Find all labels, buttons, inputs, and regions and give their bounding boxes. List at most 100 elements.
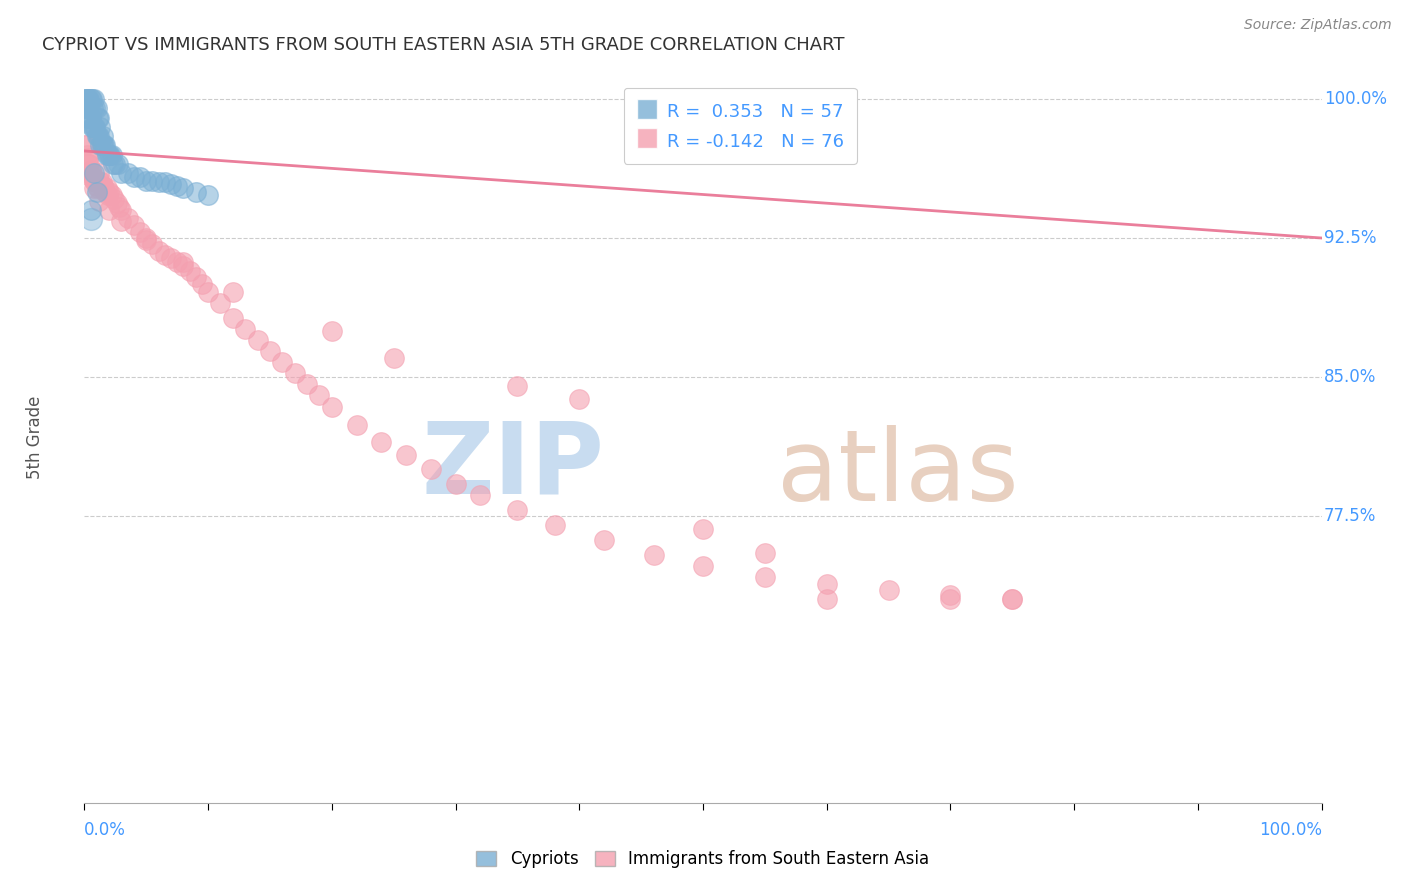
Point xyxy=(83,120,105,134)
Point xyxy=(233,322,256,336)
Point xyxy=(939,592,962,607)
Point xyxy=(93,138,115,153)
Point xyxy=(75,102,97,116)
Point xyxy=(470,488,492,502)
Point xyxy=(73,92,96,106)
Point xyxy=(83,92,105,106)
Point xyxy=(117,211,139,225)
Point xyxy=(444,477,467,491)
Point xyxy=(122,218,145,232)
Point xyxy=(222,285,245,299)
Point xyxy=(197,285,219,299)
Point xyxy=(89,194,111,208)
Text: ZIP: ZIP xyxy=(422,417,605,515)
Point xyxy=(79,162,101,177)
Point xyxy=(91,138,114,153)
Point xyxy=(96,181,118,195)
Point xyxy=(166,255,188,269)
Point xyxy=(84,120,107,134)
Point xyxy=(382,351,405,366)
Text: 77.5%: 77.5% xyxy=(1324,507,1376,524)
Point xyxy=(89,176,111,190)
Point xyxy=(82,169,104,184)
Point xyxy=(148,176,170,190)
Point xyxy=(166,179,188,194)
Point xyxy=(104,157,127,171)
Text: 5th Grade: 5th Grade xyxy=(25,395,44,479)
Point xyxy=(86,185,108,199)
Point xyxy=(172,259,194,273)
Point xyxy=(93,181,115,195)
Point xyxy=(86,129,108,144)
Point xyxy=(76,147,98,161)
Point xyxy=(89,120,111,134)
Point xyxy=(77,92,100,106)
Point xyxy=(77,111,100,125)
Point xyxy=(83,166,105,180)
Point xyxy=(184,185,207,199)
Point xyxy=(77,157,100,171)
Point xyxy=(110,214,132,228)
Point xyxy=(179,264,201,278)
Text: 100.0%: 100.0% xyxy=(1324,90,1388,108)
Point xyxy=(87,181,110,195)
Point xyxy=(593,533,616,547)
Point xyxy=(568,392,591,406)
Point xyxy=(184,269,207,284)
Point xyxy=(79,212,101,227)
Point xyxy=(135,173,157,187)
Point xyxy=(98,147,121,161)
Point xyxy=(122,169,145,184)
Point xyxy=(692,522,714,536)
Point xyxy=(209,295,232,310)
Point xyxy=(89,138,111,153)
Point xyxy=(754,546,776,560)
Point xyxy=(76,102,98,116)
Point xyxy=(98,185,121,199)
Point xyxy=(96,147,118,161)
Point xyxy=(141,173,163,187)
Point xyxy=(153,248,176,262)
Point xyxy=(89,166,111,180)
Point xyxy=(419,462,441,476)
Point xyxy=(84,176,107,190)
Point xyxy=(135,231,157,245)
Point xyxy=(82,120,104,134)
Point xyxy=(94,138,117,153)
Point xyxy=(90,138,112,153)
Point xyxy=(91,129,114,144)
Point xyxy=(692,558,714,573)
Legend: R =  0.353   N = 57, R = -0.142   N = 76: R = 0.353 N = 57, R = -0.142 N = 76 xyxy=(624,87,856,164)
Point xyxy=(86,102,108,116)
Point xyxy=(160,252,183,266)
Point xyxy=(75,138,97,153)
Point xyxy=(97,147,120,161)
Point xyxy=(76,92,98,106)
Point xyxy=(84,102,107,116)
Point xyxy=(79,111,101,125)
Point xyxy=(79,203,101,218)
Text: Source: ZipAtlas.com: Source: ZipAtlas.com xyxy=(1244,18,1392,32)
Point xyxy=(79,92,101,106)
Point xyxy=(308,388,330,402)
Point xyxy=(815,577,838,591)
Point xyxy=(110,166,132,180)
Text: 100.0%: 100.0% xyxy=(1258,821,1322,839)
Text: 85.0%: 85.0% xyxy=(1324,368,1376,386)
Point xyxy=(73,138,96,153)
Text: 92.5%: 92.5% xyxy=(1324,229,1376,247)
Point xyxy=(103,192,125,206)
Text: atlas: atlas xyxy=(778,425,1019,522)
Point xyxy=(506,503,529,517)
Point xyxy=(77,152,100,166)
Point xyxy=(153,176,176,190)
Point xyxy=(321,400,343,414)
Point xyxy=(141,236,163,251)
Point xyxy=(79,169,101,184)
Point xyxy=(939,588,962,602)
Point xyxy=(87,129,110,144)
Point xyxy=(86,179,108,194)
Point xyxy=(75,92,97,106)
Point xyxy=(108,200,131,214)
Point xyxy=(100,188,122,202)
